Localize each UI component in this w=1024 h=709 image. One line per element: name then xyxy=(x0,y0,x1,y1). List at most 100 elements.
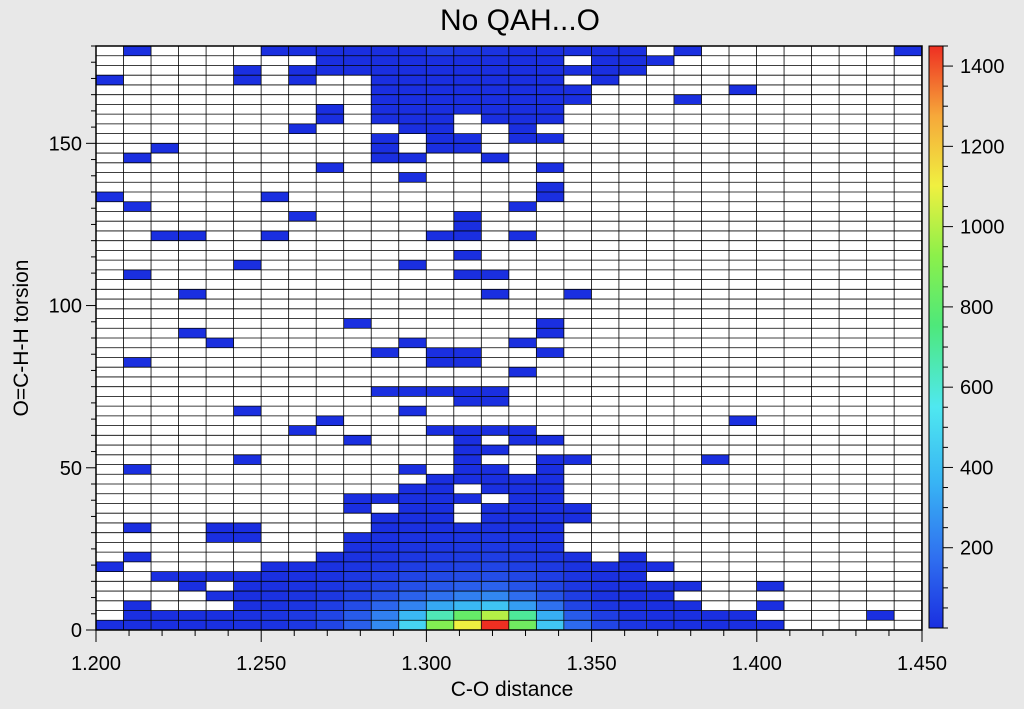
heatmap-cell xyxy=(453,445,482,455)
heatmap-cell xyxy=(371,591,399,601)
heatmap-cell xyxy=(206,532,234,543)
heatmap-cell xyxy=(426,513,454,523)
heatmap-cell xyxy=(509,123,537,134)
chart-title: No QAH...O xyxy=(440,4,600,37)
heatmap-cell xyxy=(343,65,372,76)
heatmap-cell xyxy=(123,464,151,475)
heatmap-cell xyxy=(371,620,399,630)
heatmap-cell xyxy=(591,610,620,621)
heatmap-cell xyxy=(426,484,454,494)
x-axis-label: C-O distance xyxy=(451,678,574,701)
heatmap-cell xyxy=(481,542,510,553)
heatmap-cell xyxy=(426,347,454,358)
heatmap-cell xyxy=(453,75,482,85)
heatmap-cell xyxy=(316,561,344,572)
heatmap-cell xyxy=(371,542,399,553)
heatmap-cell xyxy=(343,46,372,56)
heatmap-cell xyxy=(509,484,537,494)
heatmap-cell xyxy=(509,201,537,212)
heatmap-cell xyxy=(509,133,537,144)
heatmap-cell xyxy=(288,581,317,592)
heatmap-cell xyxy=(398,153,427,163)
heatmap-cell xyxy=(398,513,427,523)
heatmap-cell xyxy=(316,581,344,592)
heatmap-cell xyxy=(426,143,454,154)
heatmap-cell xyxy=(151,143,179,154)
x-tick-label: 1.400 xyxy=(732,653,782,675)
heatmap-cell xyxy=(288,561,317,572)
heatmap-cell xyxy=(591,571,620,582)
heatmap-cell xyxy=(316,600,344,611)
heatmap-cell xyxy=(123,522,151,533)
heatmap-cell xyxy=(398,503,427,514)
heatmap-cell xyxy=(316,46,344,56)
heatmap-cell xyxy=(316,162,344,173)
x-tick-label: 1.350 xyxy=(567,653,617,675)
heatmap-cell xyxy=(288,591,317,601)
heatmap-cell xyxy=(453,94,482,105)
heatmap-cell xyxy=(398,484,427,494)
heatmap-cell xyxy=(426,357,454,368)
heatmap-cell xyxy=(536,435,564,446)
heatmap-cell xyxy=(261,581,289,592)
heatmap-cell xyxy=(371,561,399,572)
heatmap-cell xyxy=(453,600,482,611)
heatmap-cell xyxy=(619,46,647,56)
heatmap-cell xyxy=(536,104,564,115)
heatmap-cell xyxy=(371,532,399,543)
heatmap-cell xyxy=(261,192,289,202)
colorbar-ticks: 200 400 600 800 1000 1200 1400 xyxy=(943,45,1005,629)
heatmap-cell xyxy=(536,571,564,582)
heatmap-cell xyxy=(536,347,564,358)
heatmap-cell xyxy=(316,552,344,562)
heatmap-cell xyxy=(674,46,702,56)
heatmap-cell xyxy=(123,610,151,621)
heatmap-cell xyxy=(674,581,702,592)
heatmap-cell xyxy=(509,114,537,124)
heatmap-cell xyxy=(674,94,702,105)
heatmap-cell xyxy=(729,84,757,95)
heatmap-cell xyxy=(453,250,482,261)
heatmap-cell xyxy=(123,269,151,280)
heatmap-cell xyxy=(233,522,262,533)
heatmap-cell xyxy=(316,104,344,115)
heatmap-cell xyxy=(371,94,399,105)
heatmap-cell xyxy=(509,230,537,241)
heatmap-cell xyxy=(453,65,482,76)
heatmap-cell xyxy=(591,55,620,66)
heatmap-cell xyxy=(371,46,399,56)
heatmap-cell xyxy=(233,610,262,621)
heatmap-cell xyxy=(481,591,510,601)
heatmap-cell xyxy=(123,552,151,562)
heatmap-cell xyxy=(206,571,234,582)
heatmap-cell xyxy=(536,162,564,173)
heatmap-cell xyxy=(206,522,234,533)
heatmap-cell xyxy=(96,620,124,630)
heatmap-cell xyxy=(481,269,510,280)
heatmap-cell xyxy=(343,532,372,543)
colorbar-tick-label: 1400 xyxy=(960,56,1005,78)
heatmap-cell xyxy=(371,600,399,611)
heatmap-cell xyxy=(426,591,454,601)
heatmap-cell xyxy=(178,230,207,241)
heatmap-cell xyxy=(343,610,372,621)
heatmap-cell xyxy=(536,182,564,192)
heatmap-cell xyxy=(398,114,427,124)
heatmap-cell xyxy=(398,172,427,183)
heatmap-cell xyxy=(453,386,482,397)
heatmap-cell xyxy=(481,610,510,621)
heatmap-cell xyxy=(123,46,151,56)
heatmap-cell xyxy=(591,561,620,572)
heatmap-cell xyxy=(343,503,372,514)
heatmap-cell xyxy=(619,65,647,76)
y-tick-label: 50 xyxy=(60,458,82,480)
heatmap-cell xyxy=(453,347,482,358)
heatmap-cell xyxy=(398,532,427,543)
heatmap-cell xyxy=(481,114,510,124)
heatmap-cell xyxy=(564,571,592,582)
heatmap-cell xyxy=(536,591,564,601)
heatmap-cell xyxy=(343,620,372,630)
heatmap-cell xyxy=(398,561,427,572)
heatmap-cell xyxy=(509,435,537,446)
heatmap-cell xyxy=(756,581,785,592)
